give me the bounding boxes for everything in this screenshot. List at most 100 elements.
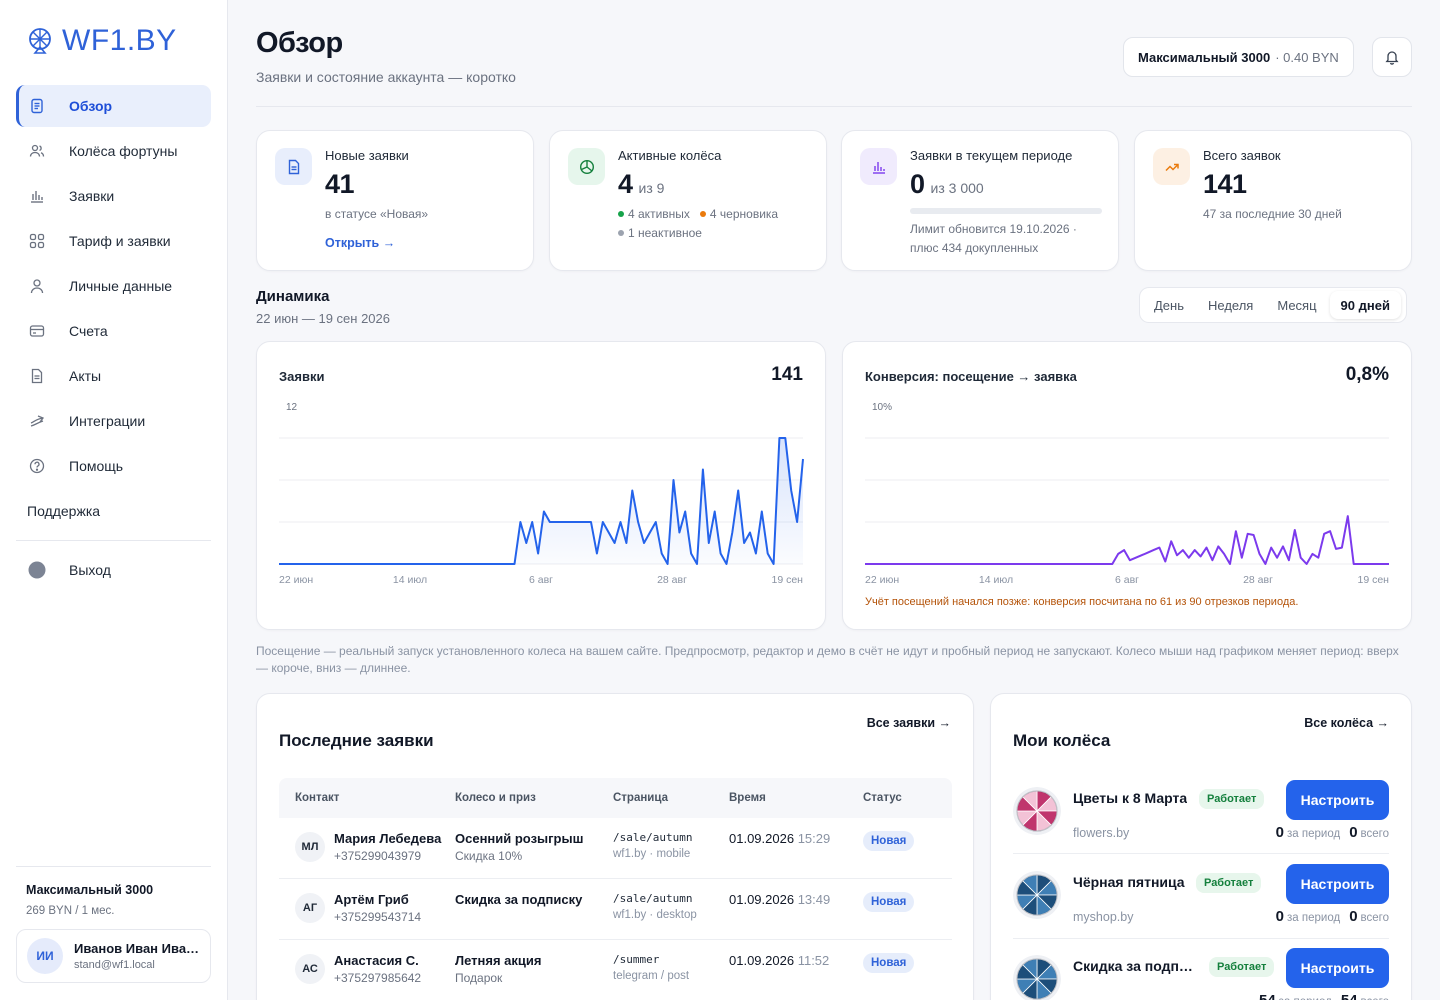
wheel-segment — [1022, 790, 1038, 812]
period-count: 0 — [1275, 824, 1285, 841]
draft-count: 4 черновика — [709, 207, 779, 221]
contact-phone: +375299543714 — [334, 910, 422, 924]
period-90-days-button[interactable]: 90 дней — [1329, 291, 1401, 319]
sidebar-item-tariff[interactable]: Тариф и заявки — [16, 220, 211, 262]
user-card[interactable]: ИИ Иванов Иван Иванович stand@wf1.local — [16, 929, 211, 983]
period-switcher: День Неделя Месяц 90 дней — [1139, 287, 1407, 323]
avatar: МЛ — [295, 832, 325, 862]
conversion-chart[interactable]: 10% 22 июн 14 июл 6 авг 28 авг 19 сен — [843, 342, 1413, 631]
column-header[interactable]: Колесо и приз — [455, 792, 536, 804]
trend-up-icon — [1153, 148, 1190, 185]
all-leads-link[interactable]: Все заявки → — [866, 716, 951, 730]
open-new-leads-link[interactable]: Открыть → — [325, 236, 396, 250]
page-source: telegram / post — [613, 970, 690, 982]
plan-balance-pill[interactable]: Максимальный 3000 · 0.40 BYN — [1123, 37, 1354, 77]
page-source: wf1.by · mobile — [613, 848, 691, 860]
period-label: за период — [1287, 912, 1341, 924]
leads-chart[interactable]: 12 22 июн 14 июл 6 авг 28 авг 19 сен — [257, 342, 827, 631]
stat-card-total-leads: Всего заявок 141 47 за последние 30 дней — [1134, 130, 1412, 271]
configure-wheel-button[interactable]: Настроить — [1286, 948, 1389, 988]
sidebar-item-invoices[interactable]: Счета — [16, 310, 211, 352]
sidebar-item-label: Личные данные — [69, 278, 173, 294]
conversion-warning: Учёт посещений начался позже: конверсия … — [865, 596, 1299, 608]
sidebar-item-wheels[interactable]: Колёса фортуны — [16, 130, 211, 172]
column-header[interactable]: Время — [729, 792, 766, 804]
document-icon — [275, 148, 312, 185]
logo[interactable]: WF1.BY — [26, 24, 177, 58]
wheel-name[interactable]: Скидка за подписку — [1073, 958, 1201, 974]
table-row[interactable]: МЛ Мария Лебедева +375299043979 Осенний р… — [279, 818, 952, 879]
stat-note: в статусе «Новая» — [325, 207, 429, 221]
wheel-stats: 54за период54всего — [1250, 992, 1389, 1000]
logout-dot-icon — [28, 561, 46, 579]
extra-leads-note: плюс 434 докупленных — [910, 241, 1039, 255]
column-header[interactable]: Контакт — [295, 792, 340, 804]
stat-title: Активные колёса — [618, 148, 722, 163]
stat-card-active-wheels: Активные колёса 4 из 9 4 активных 4 черно… — [549, 130, 827, 271]
wheel-name[interactable]: Цветы к 8 Марта — [1073, 790, 1188, 806]
grid-icon — [28, 232, 46, 250]
plan-pill-name: Максимальный 3000 — [1138, 49, 1271, 65]
sidebar-item-support[interactable]: Поддержка — [27, 503, 101, 519]
stat-title: Всего заявок — [1203, 148, 1281, 163]
period-day-button[interactable]: День — [1154, 297, 1184, 313]
wheel-domain: myshop.by — [1073, 910, 1134, 924]
status-badge: Новая — [863, 953, 915, 973]
sidebar-item-leads[interactable]: Заявки — [16, 175, 211, 217]
notifications-button[interactable] — [1372, 37, 1412, 77]
series-area — [279, 438, 803, 564]
sidebar-item-profile[interactable]: Личные данные — [16, 265, 211, 307]
sidebar-item-label: Помощь — [69, 458, 124, 474]
wheel-name[interactable]: Чёрная пятница — [1073, 874, 1185, 890]
sidebar-divider — [16, 540, 211, 541]
sidebar-item-help[interactable]: Помощь — [16, 445, 211, 487]
page-cell: /summer telegram / post — [613, 953, 729, 982]
total-label: всего — [1361, 996, 1389, 1000]
x-tick-label: 22 июн — [865, 574, 899, 586]
period-month-button[interactable]: Месяц — [1277, 297, 1317, 313]
chart-total: 0,8% — [1345, 364, 1389, 385]
wheel-prize-cell: Осенний розыгрыш Скидка 10% — [455, 831, 613, 863]
configure-wheel-button[interactable]: Настроить — [1286, 780, 1389, 820]
sidebar-item-integrations[interactable]: Интеграции — [16, 400, 211, 442]
plan-pill-balance: · 0.40 BYN — [1275, 49, 1339, 65]
total-count: 54 — [1341, 992, 1358, 1000]
period-week-button[interactable]: Неделя — [1208, 297, 1254, 313]
table-row[interactable]: АС Анастасия С. +375297985642 Летняя акци… — [279, 940, 952, 1000]
wheel-name: Летняя акция — [455, 953, 542, 968]
stat-card-new-leads: Новые заявки 41 в статусе «Новая» Открыт… — [256, 130, 534, 271]
table-row[interactable]: АГ Артём Гриб +375299543714 Скидка за под… — [279, 879, 952, 940]
prize-name: Скидка 10% — [455, 849, 523, 863]
wheel-rim — [1016, 790, 1058, 832]
sidebar-plan: Максимальный 3000 269 BYN / 1 мес. — [26, 883, 153, 917]
table-header: Контакт Колесо и приз Страница Время Ста… — [279, 778, 952, 818]
wheel-item: Чёрная пятница Работает myshop.by Настро… — [1013, 864, 1389, 938]
wheel-item: Цветы к 8 Марта Работает flowers.by Наст… — [1013, 780, 1389, 854]
sidebar-nav: Обзор Колёса фортуны Заявки Тариф и заяв… — [16, 85, 211, 594]
stat-title: Заявки в текущем периоде — [910, 148, 1073, 163]
page-path: /sale/autumn — [613, 831, 693, 844]
chart-title: Конверсия: посещение → заявка — [865, 369, 1077, 384]
contact-name: Мария Лебедева — [334, 831, 442, 846]
avatar: АС — [295, 954, 325, 984]
sidebar-item-acts[interactable]: Акты — [16, 355, 211, 397]
time-cell: 01.09.2026 13:49 — [729, 892, 863, 907]
column-header[interactable]: Страница — [613, 792, 668, 804]
configure-wheel-button[interactable]: Настроить — [1286, 864, 1389, 904]
all-wheels-link[interactable]: Все колёса → — [1304, 716, 1389, 730]
wheel-segment — [1022, 958, 1038, 980]
wheel-divider — [1013, 853, 1389, 854]
sidebar-plan-price: 269 BYN / 1 мес. — [26, 905, 115, 917]
page-source: wf1.by · desktop — [613, 909, 697, 921]
help-icon — [28, 457, 46, 475]
stat-note: Лимит обновится 19.10.2026 · плюс 434 док… — [910, 220, 1077, 258]
chart-total: 141 — [771, 364, 803, 385]
stat-value-of: из 3 000 — [930, 180, 984, 196]
lead-date: 01.09.2026 — [729, 953, 795, 968]
sidebar-item-overview[interactable]: Обзор — [16, 85, 211, 127]
page-title: Обзор — [256, 27, 343, 59]
period-count: 0 — [1275, 908, 1285, 925]
column-header[interactable]: Статус — [863, 792, 902, 804]
logout-button[interactable]: Выход — [16, 549, 211, 591]
y-max-tick-label: 10% — [872, 402, 892, 413]
